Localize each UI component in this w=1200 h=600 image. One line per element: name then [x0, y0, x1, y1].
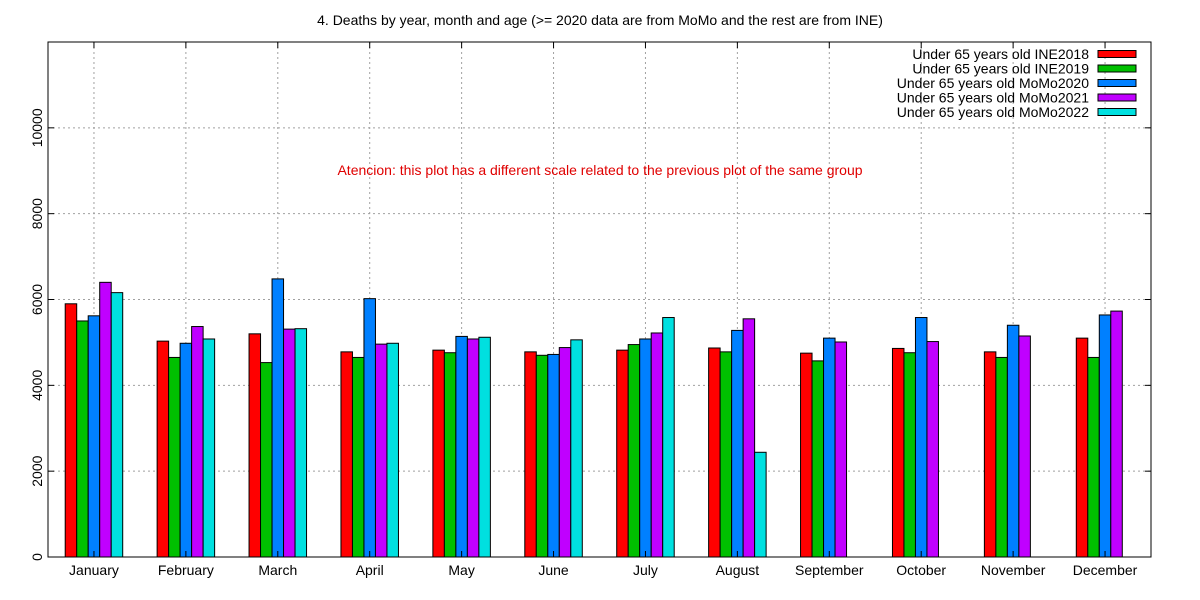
- legend-label: Under 65 years old INE2018: [912, 46, 1089, 62]
- y-tick-label: 10000: [29, 108, 45, 147]
- legend-label: Under 65 years old MoMo2020: [897, 75, 1089, 91]
- bar: [754, 451, 767, 558]
- legend-swatch: [1097, 108, 1137, 116]
- x-tick-label: September: [795, 562, 864, 578]
- bar: [650, 332, 664, 558]
- bar: [1098, 314, 1112, 558]
- bar: [340, 351, 353, 558]
- bar: [627, 344, 641, 558]
- bar: [283, 328, 296, 558]
- bar: [891, 347, 905, 558]
- bar: [363, 298, 376, 558]
- y-tick-label: 6000: [29, 284, 45, 315]
- legend-swatch: [1097, 93, 1137, 102]
- y-tick-label: 0: [29, 553, 45, 561]
- bar: [1018, 335, 1031, 558]
- legend-swatch: [1097, 79, 1137, 87]
- annotation: Atencion: this plot has a different scal…: [337, 162, 862, 178]
- bar: [742, 318, 756, 558]
- bar: [99, 281, 112, 558]
- bar: [64, 303, 78, 558]
- bar: [834, 341, 848, 558]
- bar: [191, 326, 204, 558]
- bar: [168, 356, 181, 558]
- bar: [1087, 356, 1100, 558]
- bar: [110, 292, 124, 558]
- x-tick-label: January: [69, 562, 119, 578]
- x-tick-label: June: [538, 562, 569, 578]
- x-tick-label: February: [158, 562, 214, 578]
- bar: [639, 338, 652, 558]
- x-tick-label: December: [1073, 562, 1138, 578]
- legend-swatch: [1097, 50, 1137, 58]
- bar: [524, 351, 537, 558]
- x-tick-label: May: [448, 562, 474, 578]
- bar: [995, 356, 1008, 558]
- x-axis: January February March April May June July Augu…: [69, 42, 1138, 578]
- bar: [719, 351, 733, 558]
- bar: [731, 329, 744, 558]
- y-tick-label: 4000: [29, 370, 45, 401]
- chart-title: 4. Deaths by year, month and age (>= 202…: [317, 12, 883, 28]
- bar: [248, 333, 262, 558]
- bar: [547, 353, 560, 558]
- bar: [87, 315, 101, 558]
- bar: [616, 349, 629, 558]
- legend-label: Under 65 years old INE2019: [912, 61, 1089, 77]
- bar: [903, 352, 916, 558]
- bar: [478, 336, 491, 558]
- bar: [179, 342, 193, 558]
- bar: [662, 317, 675, 558]
- bar: [294, 328, 308, 558]
- y-tick-label: 2000: [29, 455, 45, 486]
- x-tick-label: July: [633, 562, 658, 578]
- bar: [432, 349, 445, 558]
- bar: [351, 356, 365, 558]
- bar: [926, 341, 939, 558]
- bar: [1075, 337, 1089, 558]
- x-tick-label: October: [896, 562, 946, 578]
- bar: [570, 339, 583, 558]
- bar: [558, 347, 572, 558]
- bar: [811, 360, 825, 558]
- bar: [271, 278, 285, 558]
- x-tick-label: April: [356, 562, 384, 578]
- bar: [1110, 310, 1123, 558]
- bar: [983, 351, 997, 558]
- bar: [466, 338, 480, 558]
- bar: [823, 337, 836, 558]
- grid: [48, 42, 1151, 557]
- y-axis: 0 2000 4000 6000 8000 10000: [29, 108, 1151, 561]
- bar: [156, 340, 170, 558]
- y-tick-label: 8000: [29, 198, 45, 229]
- legend-swatch: [1097, 64, 1137, 73]
- legend-label: Under 65 years old MoMo2022: [897, 104, 1089, 120]
- bar: [1006, 324, 1020, 558]
- bar: [386, 342, 399, 558]
- bar: [800, 352, 813, 558]
- bars: [64, 278, 1123, 558]
- bar: [914, 317, 928, 558]
- x-tick-label: March: [258, 562, 297, 578]
- x-tick-label: August: [716, 562, 760, 578]
- bar: [443, 352, 457, 558]
- legend-label: Under 65 years old MoMo2021: [897, 90, 1089, 106]
- bar: [202, 338, 216, 558]
- bar: [260, 362, 273, 558]
- bar: [374, 343, 388, 558]
- bar: [76, 320, 89, 558]
- bar: [455, 335, 468, 558]
- x-tick-label: November: [981, 562, 1046, 578]
- bar: [535, 354, 549, 558]
- bar: [708, 347, 721, 558]
